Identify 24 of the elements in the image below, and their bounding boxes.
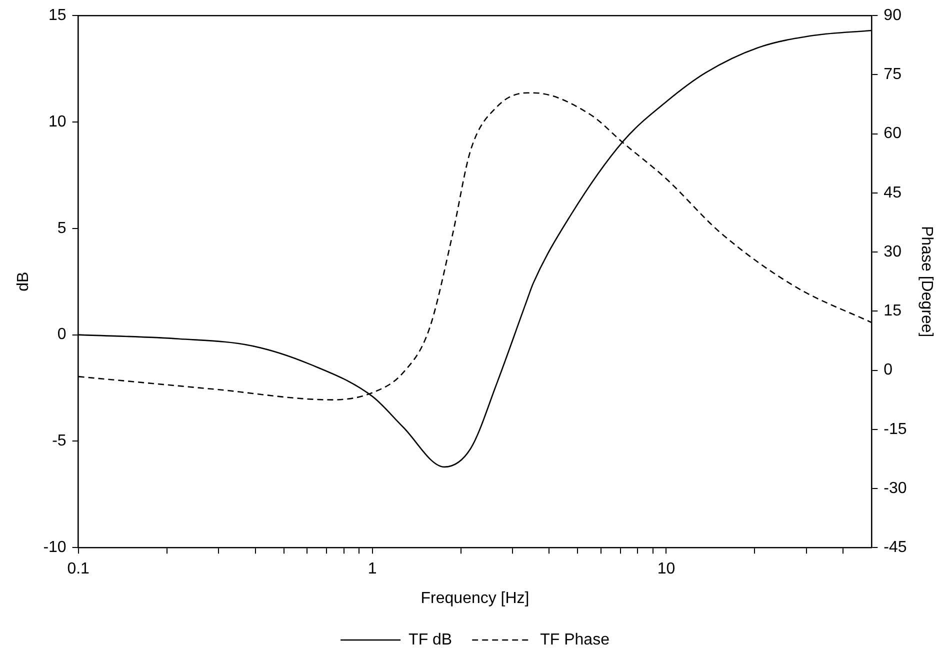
y-tick-label: -5	[52, 432, 66, 450]
y2-tick-label: 60	[884, 125, 902, 142]
y-tick-label: 15	[48, 7, 66, 24]
y-axis-title: dB	[15, 272, 32, 292]
y-tick-label: -10	[43, 539, 66, 556]
x-axis-title: Frequency [Hz]	[420, 590, 530, 607]
y2-tick-label: 75	[884, 66, 902, 84]
y2-axis-title: Phase [Degree]	[918, 226, 935, 338]
y2-tick-label: -30	[884, 480, 907, 497]
y-tick-label: 0	[57, 326, 66, 344]
x-tick-label: 10	[657, 560, 676, 578]
legend-label: TF Phase	[540, 631, 610, 648]
legend-label: TF dB	[408, 631, 452, 648]
y2-tick-label: 45	[884, 184, 902, 202]
y2-tick-label: -45	[884, 539, 907, 556]
x-tick-label: 1	[368, 560, 377, 578]
y-tick-label: 5	[57, 220, 66, 237]
x-tick-label: 0.1	[67, 560, 90, 578]
y-tick-label: 10	[48, 113, 66, 130]
y2-tick-label: 30	[884, 243, 902, 260]
y2-tick-label: 0	[884, 362, 893, 379]
y2-tick-label: 90	[884, 7, 902, 24]
y2-tick-label: 15	[884, 302, 902, 320]
y2-tick-label: -15	[884, 420, 907, 438]
